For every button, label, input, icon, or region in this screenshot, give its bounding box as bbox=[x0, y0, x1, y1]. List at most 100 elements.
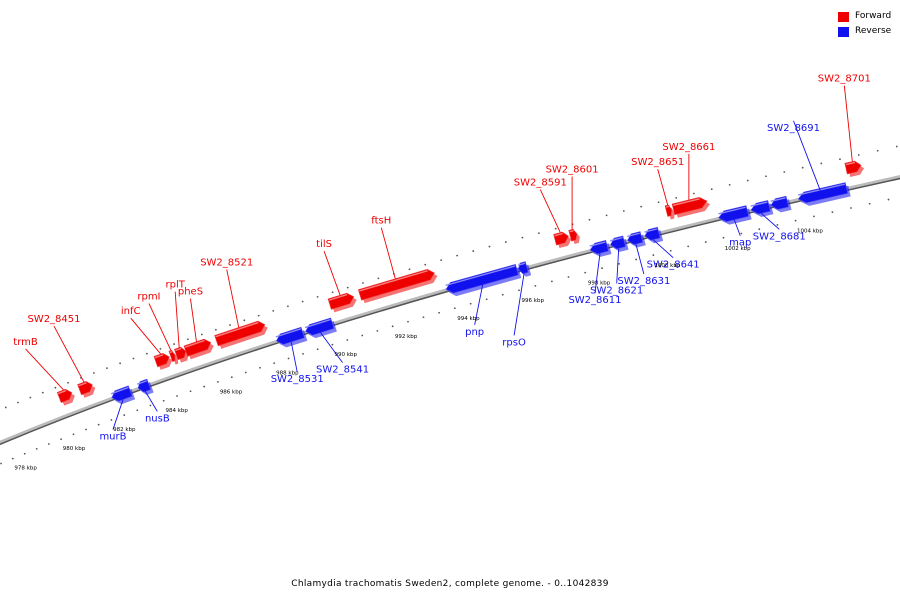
label-leader-trmb bbox=[25, 348, 64, 391]
label-leader-sw2-8451 bbox=[53, 325, 85, 383]
label-leader-sw2-8641 bbox=[652, 239, 674, 259]
gene-map-highlight bbox=[718, 206, 746, 215]
minor-tick-upper bbox=[504, 241, 507, 243]
label-leader-infc bbox=[130, 317, 162, 355]
gene-rplt-highlight bbox=[175, 347, 182, 352]
scale-label-1000-kbp: 1000 kbp bbox=[654, 263, 680, 269]
label-sw2-8521: SW2_8521 bbox=[200, 257, 253, 268]
minor-tick-upper bbox=[765, 175, 767, 178]
minor-tick-upper bbox=[119, 362, 122, 365]
minor-tick-upper bbox=[746, 179, 749, 182]
minor-tick-lower bbox=[189, 390, 192, 393]
minor-tick-lower bbox=[273, 362, 276, 365]
minor-tick-lower bbox=[23, 452, 26, 455]
minor-tick-lower bbox=[391, 325, 394, 328]
minor-tick-upper bbox=[472, 250, 475, 252]
scale-label-1002-kbp: 1002 kbp bbox=[725, 246, 751, 252]
gene-nusb-highlight bbox=[137, 380, 148, 385]
minor-tick-upper bbox=[456, 254, 459, 257]
label-sw2-8701: SW2_8701 bbox=[818, 74, 871, 85]
minor-tick-lower bbox=[346, 339, 349, 341]
legend-label-forward: Forward bbox=[855, 11, 892, 21]
gene-sw2-8691-highlight bbox=[797, 183, 845, 196]
gene-unlabeled-highlight bbox=[770, 197, 786, 203]
label-sw2-8591: SW2_8591 bbox=[514, 178, 567, 189]
scale-label-994-kbp: 994 kbp bbox=[457, 316, 480, 322]
scale-label-986-kbp: 986 kbp bbox=[220, 389, 243, 395]
minor-tick-lower bbox=[567, 276, 570, 278]
minor-tick-upper bbox=[657, 201, 660, 204]
minor-tick-lower bbox=[501, 293, 504, 296]
gene-rpso-highlight bbox=[517, 262, 526, 266]
gene-sw2-8611-highlight bbox=[589, 241, 606, 247]
scale-label-988-kbp: 988 kbp bbox=[276, 371, 299, 377]
minor-tick-lower bbox=[635, 258, 638, 261]
label-sw2-8451: SW2_8451 bbox=[27, 314, 80, 325]
minor-tick-lower bbox=[422, 316, 425, 319]
minor-tick-lower bbox=[518, 289, 520, 292]
minor-tick-upper bbox=[29, 396, 32, 399]
label-leader-nusb bbox=[144, 391, 158, 412]
gene-sw2-8651 bbox=[664, 204, 672, 217]
gene-ftsh bbox=[357, 268, 435, 301]
label-leader-tils bbox=[323, 251, 341, 296]
gene-sw2-8521 bbox=[214, 320, 266, 347]
minor-tick-upper bbox=[554, 227, 557, 230]
legend-item-forward: Forward bbox=[838, 9, 891, 24]
minor-tick-lower bbox=[162, 399, 165, 402]
label-sw2-8661: SW2_8661 bbox=[662, 142, 715, 153]
minor-tick-lower bbox=[123, 414, 126, 416]
minor-tick-lower bbox=[669, 249, 672, 252]
gene-rpmi-highlight bbox=[169, 351, 173, 354]
minor-tick-upper bbox=[521, 236, 524, 239]
minor-tick-upper bbox=[605, 214, 608, 217]
minor-tick-lower bbox=[813, 215, 815, 218]
label-rpmi: rpmI bbox=[137, 291, 160, 302]
minor-tick-lower bbox=[794, 219, 797, 222]
minor-tick-upper bbox=[186, 338, 189, 341]
minor-tick-upper bbox=[820, 162, 823, 165]
minor-tick-upper bbox=[895, 145, 898, 148]
minor-tick-lower bbox=[72, 433, 75, 436]
label-leader-pnp bbox=[474, 284, 484, 325]
label-tils: tilS bbox=[316, 239, 332, 250]
minor-tick-lower bbox=[0, 462, 2, 465]
label-leader-phes bbox=[190, 298, 197, 342]
label-infc: infC bbox=[121, 306, 141, 317]
label-sw2-8621: SW2_8621 bbox=[590, 285, 643, 296]
gene-tils bbox=[327, 292, 355, 310]
scale-label-998-kbp: 998 kbp bbox=[588, 280, 611, 286]
scale-label-992-kbp: 992 kbp bbox=[395, 334, 418, 340]
minor-tick-lower bbox=[230, 376, 233, 379]
label-rpso: rpsO bbox=[502, 337, 526, 348]
minor-tick-lower bbox=[652, 254, 655, 256]
minor-tick-lower bbox=[149, 404, 152, 407]
minor-tick-upper bbox=[159, 347, 162, 350]
minor-tick-upper bbox=[200, 333, 203, 336]
minor-tick-upper bbox=[214, 328, 217, 331]
minor-tick-upper bbox=[675, 196, 678, 199]
minor-tick-upper bbox=[876, 149, 879, 152]
minor-tick-lower bbox=[217, 380, 219, 383]
gene-sw2-8451-highlight bbox=[78, 382, 87, 387]
minor-tick-lower bbox=[407, 320, 409, 323]
minor-tick-upper bbox=[728, 183, 731, 186]
minor-tick-upper bbox=[17, 401, 19, 404]
minor-tick-lower bbox=[687, 245, 690, 248]
label-leader-sw2-8521 bbox=[226, 269, 240, 328]
minor-tick-lower bbox=[11, 457, 14, 460]
minor-tick-lower bbox=[203, 385, 206, 388]
minor-tick-upper bbox=[243, 319, 246, 322]
minor-tick-upper bbox=[41, 391, 44, 394]
minor-tick-lower bbox=[302, 352, 304, 355]
minor-tick-upper bbox=[362, 282, 364, 284]
scale-label-978-kbp: 978 kbp bbox=[14, 466, 37, 472]
minor-tick-upper bbox=[783, 171, 786, 173]
minor-tick-lower bbox=[176, 395, 178, 397]
label-leader-murb bbox=[112, 399, 124, 430]
gene-sw2-8541-highlight bbox=[304, 318, 331, 329]
minor-tick-lower bbox=[550, 280, 553, 283]
gene-sw2-8631-highlight bbox=[627, 232, 640, 238]
